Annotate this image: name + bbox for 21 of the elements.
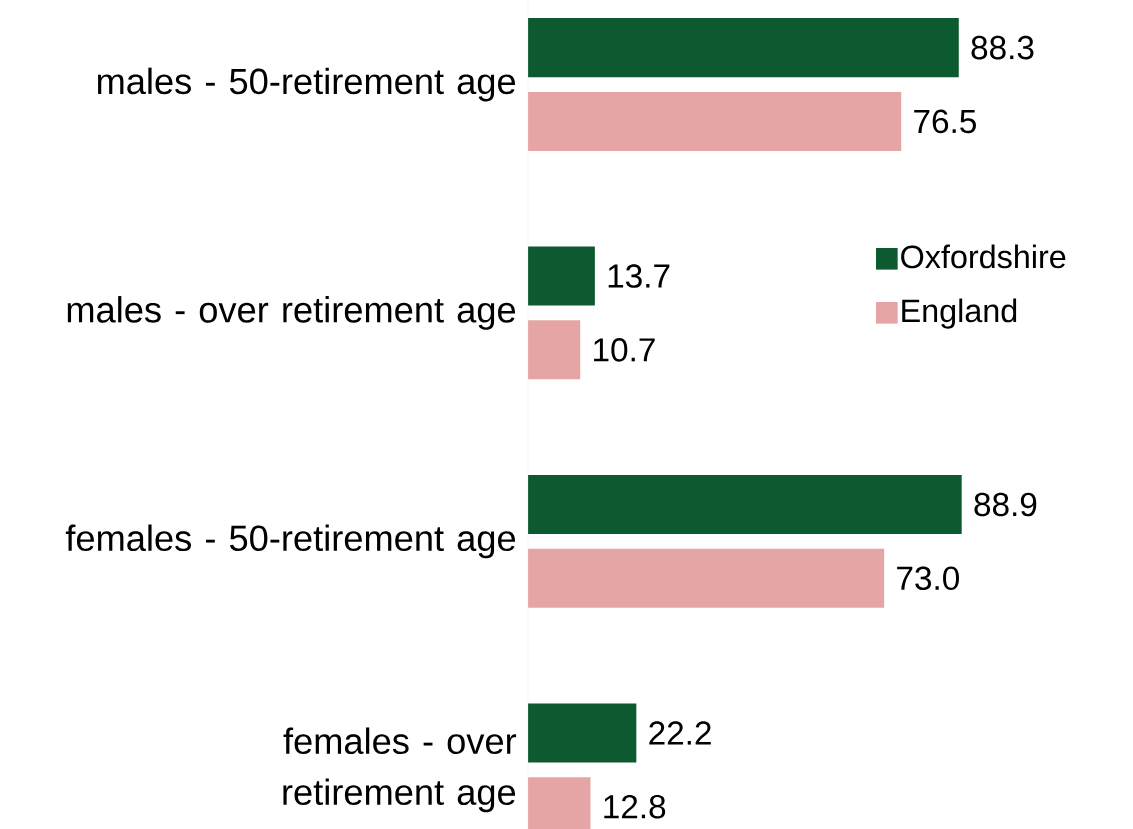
bar (528, 474, 962, 534)
bar (528, 703, 637, 763)
y-tick-label: females - over retirement age (283, 727, 517, 813)
bar (528, 18, 959, 78)
y-tick-label: females - 50-retirement age (65, 524, 516, 559)
y-tick-label: males - over retirement age (67, 295, 516, 330)
bar (528, 246, 595, 306)
legend-label: Oxfordshire (901, 244, 1066, 269)
legend-label: England (902, 298, 1017, 329)
bar (528, 548, 885, 608)
y-tick-label: males - 50-retirement age (97, 67, 516, 102)
data-label: 13.7 (608, 264, 670, 288)
data-label: 88.3 (971, 35, 1034, 60)
data-label: 76.5 (914, 109, 976, 134)
bar (528, 91, 902, 151)
data-label: 12.8 (604, 794, 666, 819)
data-label: 73.0 (897, 566, 959, 590)
data-label: 22.2 (649, 721, 711, 745)
bar (528, 320, 581, 380)
data-label: 88.9 (974, 492, 1037, 517)
data-label: 10.7 (594, 337, 655, 362)
